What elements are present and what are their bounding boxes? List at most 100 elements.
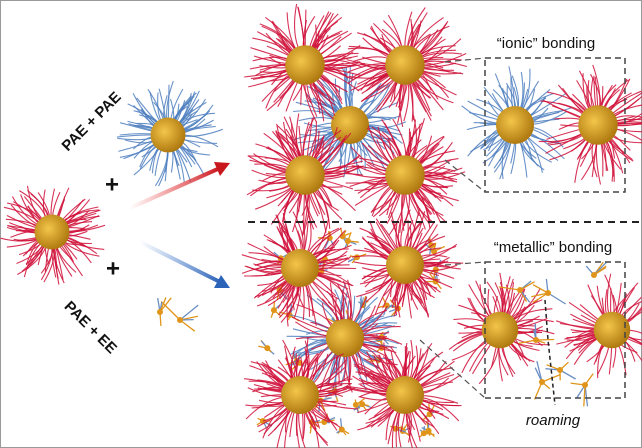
strand — [304, 411, 328, 444]
strand — [531, 107, 572, 121]
linker — [352, 397, 365, 413]
strand — [254, 163, 289, 169]
strand — [263, 132, 295, 162]
core — [517, 287, 523, 293]
strand — [67, 209, 90, 228]
strand — [414, 135, 445, 161]
strand — [385, 408, 395, 441]
strand — [405, 412, 413, 448]
strand — [319, 352, 337, 393]
zoom-lines — [419, 57, 486, 399]
strand — [319, 75, 348, 93]
strand — [139, 143, 156, 168]
strand — [320, 183, 356, 212]
strand — [569, 337, 598, 352]
strand — [469, 297, 486, 322]
strand — [184, 134, 219, 148]
strand — [337, 283, 349, 321]
strand — [304, 350, 323, 379]
strand — [414, 279, 429, 318]
strand — [265, 74, 290, 109]
strand — [364, 83, 391, 117]
strand — [597, 346, 610, 375]
particle — [538, 64, 642, 185]
strand — [52, 191, 61, 216]
strand — [183, 125, 216, 132]
strand — [559, 369, 576, 380]
strand — [7, 225, 37, 231]
strand — [618, 345, 627, 376]
strand — [603, 142, 622, 170]
strand — [362, 332, 390, 337]
strand — [406, 221, 423, 248]
strand — [279, 133, 298, 159]
strand — [375, 80, 397, 111]
strand — [37, 192, 51, 217]
strand — [349, 176, 387, 188]
strand — [452, 333, 484, 352]
strand — [248, 252, 285, 261]
strand — [458, 331, 484, 334]
strand — [25, 241, 40, 266]
strand — [601, 142, 609, 172]
strand — [357, 401, 390, 414]
strand — [314, 276, 337, 297]
strand — [175, 148, 192, 182]
core — [326, 319, 364, 357]
strand — [421, 71, 446, 89]
strand — [361, 236, 389, 260]
strand — [245, 396, 283, 420]
strand — [381, 131, 402, 158]
strand — [359, 227, 395, 252]
strand — [10, 204, 38, 227]
strand — [414, 348, 429, 382]
strand — [254, 280, 288, 298]
strand — [347, 172, 387, 179]
strand — [261, 361, 289, 383]
strand — [608, 139, 624, 174]
strand — [422, 159, 452, 173]
linker — [258, 339, 275, 355]
strand — [347, 66, 387, 84]
linker — [317, 230, 334, 249]
strand — [503, 278, 514, 314]
strand — [304, 193, 318, 228]
strand — [159, 297, 172, 313]
strand — [468, 284, 491, 318]
strand — [317, 268, 353, 287]
particle — [244, 3, 366, 123]
strand — [393, 282, 404, 317]
strand — [421, 400, 462, 407]
strand — [366, 351, 392, 385]
strand — [342, 289, 345, 321]
strand — [576, 80, 592, 109]
arrow — [129, 166, 221, 210]
particle — [345, 115, 466, 236]
strand — [166, 80, 174, 119]
strand — [604, 289, 608, 315]
strand — [5, 218, 38, 227]
strand — [403, 350, 410, 378]
strand — [309, 15, 325, 48]
strand — [344, 66, 348, 108]
strand — [253, 383, 283, 393]
strand — [23, 196, 43, 220]
strand — [302, 116, 316, 157]
strand — [417, 233, 439, 254]
strand — [350, 146, 388, 172]
strand — [316, 78, 336, 116]
strand — [282, 222, 296, 252]
label: PAE + PAE — [59, 89, 125, 155]
strand — [317, 250, 348, 268]
strand — [410, 118, 426, 159]
strand — [178, 92, 192, 124]
particles — [0, 3, 642, 448]
strand — [160, 301, 181, 321]
strand — [403, 82, 410, 122]
core — [533, 337, 539, 343]
strand — [272, 20, 294, 52]
strand — [409, 12, 428, 48]
strand — [25, 245, 45, 265]
strand — [293, 110, 335, 118]
